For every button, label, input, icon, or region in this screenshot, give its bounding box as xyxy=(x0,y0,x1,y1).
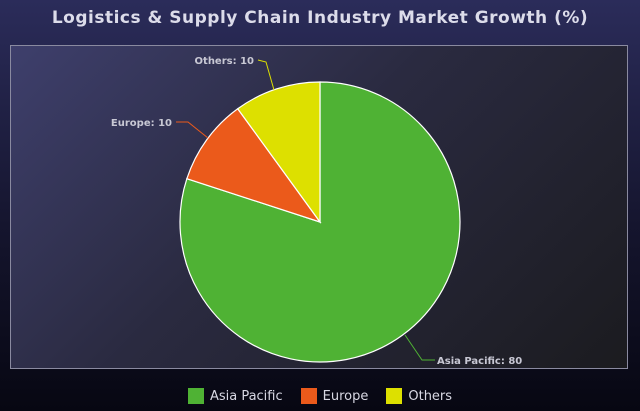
leader-line xyxy=(176,121,209,139)
legend-swatch xyxy=(300,388,317,404)
leader-line xyxy=(257,59,275,91)
legend-item-others[interactable]: Others xyxy=(386,388,452,404)
legend-label: Others xyxy=(408,388,453,404)
leader-lines-group xyxy=(176,59,435,361)
legend: Asia Pacific Europe Others xyxy=(0,388,640,404)
data-label: Europe: 10 xyxy=(111,118,172,129)
data-label: Asia Pacific: 80 xyxy=(437,356,522,367)
legend-item-europe[interactable]: Europe xyxy=(300,388,369,404)
pie-slice-others[interactable] xyxy=(236,81,321,224)
legend-label: Europe xyxy=(322,388,369,404)
legend-swatch xyxy=(386,388,403,404)
chart-title: Logistics & Supply Chain Industry Market… xyxy=(51,8,589,28)
data-labels-group: Asia Pacific: 80 Europe: 10 Others: 10 xyxy=(111,56,522,367)
legend-item-asia-pacific[interactable]: Asia Pacific xyxy=(187,388,283,404)
legend-swatch xyxy=(187,388,204,404)
data-label: Others: 10 xyxy=(195,56,255,67)
pie-slice-europe[interactable] xyxy=(186,107,322,224)
legend-label: Asia Pacific xyxy=(209,388,283,404)
leader-line xyxy=(404,334,435,361)
slices-group xyxy=(179,81,461,363)
